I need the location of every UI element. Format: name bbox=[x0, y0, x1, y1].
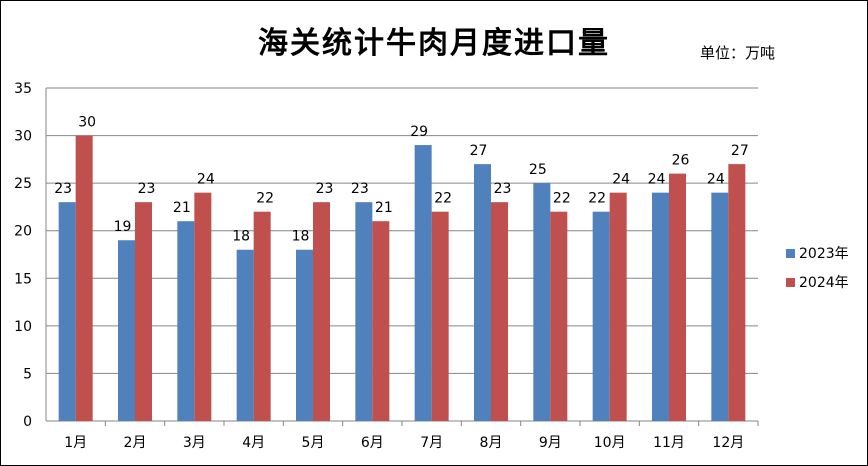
y-tick-label-30: 30 bbox=[14, 129, 32, 145]
data-label-2024年-10月: 24 bbox=[612, 172, 630, 188]
x-tick-label-11: 12月 bbox=[712, 435, 744, 451]
data-label-2024年-7月: 22 bbox=[434, 191, 452, 207]
y-tick-label-10: 10 bbox=[14, 319, 32, 335]
data-label-2023年-6月: 23 bbox=[351, 181, 369, 197]
bar-2024年-5月 bbox=[313, 202, 330, 421]
bar-2024年-10月 bbox=[609, 192, 627, 421]
x-tick-label-3: 4月 bbox=[242, 435, 265, 451]
y-tick-label-20: 20 bbox=[14, 224, 32, 240]
y-tick-label-0: 0 bbox=[23, 414, 32, 430]
data-label-2023年-9月: 25 bbox=[529, 162, 547, 178]
bar-2023年-2月 bbox=[118, 240, 135, 421]
x-tick-label-7: 8月 bbox=[480, 435, 503, 451]
bar-2024年-8月 bbox=[491, 202, 508, 421]
legend-label-2024: 2024年 bbox=[799, 275, 849, 291]
data-label-2023年-1月: 23 bbox=[54, 181, 72, 197]
bar-2023年-1月 bbox=[58, 202, 76, 421]
x-tick-label-2: 3月 bbox=[183, 435, 206, 451]
legend-item-2023: 2023年 bbox=[786, 243, 849, 263]
bar-2023年-11月 bbox=[652, 192, 669, 421]
x-tick-label-1: 2月 bbox=[124, 435, 147, 451]
bar-2024年-1月 bbox=[75, 135, 93, 422]
y-tick-label-25: 25 bbox=[14, 176, 32, 192]
data-label-2023年-12月: 24 bbox=[707, 172, 725, 188]
data-label-2023年-2月: 19 bbox=[114, 219, 132, 235]
bar-2024年-12月 bbox=[728, 164, 746, 421]
data-label-2024年-11月: 26 bbox=[672, 153, 690, 169]
x-tick-label-9: 10月 bbox=[594, 435, 626, 451]
y-tick-label-5: 5 bbox=[23, 366, 32, 382]
x-tick-label-4: 5月 bbox=[302, 435, 325, 451]
bar-2023年-10月 bbox=[592, 211, 610, 421]
bar-2023年-9月 bbox=[533, 183, 551, 421]
y-tick-label-35: 35 bbox=[14, 81, 32, 97]
chart-title: 海关统计牛肉月度进口量 bbox=[258, 26, 610, 61]
data-label-2024年-12月: 27 bbox=[731, 143, 749, 159]
bar-2024年-4月 bbox=[253, 211, 271, 421]
bar-2023年-3月 bbox=[177, 221, 195, 421]
bar-2023年-12月 bbox=[711, 192, 729, 421]
bar-2024年-3月 bbox=[194, 192, 212, 421]
bar-2024年-9月 bbox=[550, 211, 568, 421]
data-label-2023年-5月: 18 bbox=[292, 229, 310, 245]
bar-2024年-11月 bbox=[669, 173, 686, 421]
data-label-2023年-4月: 18 bbox=[232, 229, 250, 245]
data-label-2024年-2月: 23 bbox=[138, 181, 156, 197]
legend-swatch-2024 bbox=[786, 277, 795, 287]
data-label-2023年-10月: 22 bbox=[588, 191, 606, 207]
bar-2024年-7月 bbox=[431, 211, 449, 421]
bar-2023年-6月 bbox=[355, 202, 373, 421]
x-tick-label-6: 7月 bbox=[420, 435, 443, 451]
data-label-2023年-3月: 21 bbox=[173, 200, 191, 216]
x-tick-label-0: 1月 bbox=[64, 435, 87, 451]
x-tick-label-10: 11月 bbox=[653, 435, 685, 451]
x-tick-label-8: 9月 bbox=[539, 435, 562, 451]
legend-swatch-2023 bbox=[786, 248, 795, 258]
bar-2024年-6月 bbox=[372, 221, 390, 421]
x-tick-label-5: 6月 bbox=[361, 435, 384, 451]
data-label-2024年-4月: 22 bbox=[256, 191, 274, 207]
bar-2023年-7月 bbox=[414, 145, 432, 422]
data-label-2024年-5月: 23 bbox=[316, 181, 334, 197]
data-label-2023年-7月: 29 bbox=[410, 124, 428, 140]
data-label-2024年-9月: 22 bbox=[553, 191, 571, 207]
unit-label: 单位：万吨 bbox=[700, 44, 776, 62]
bar-2024年-2月 bbox=[135, 202, 152, 421]
data-label-2023年-11月: 24 bbox=[648, 172, 666, 188]
data-label-2024年-1月: 30 bbox=[78, 115, 96, 131]
legend-label-2023: 2023年 bbox=[799, 246, 849, 262]
data-label-2024年-8月: 23 bbox=[494, 181, 512, 197]
legend-item-2024: 2024年 bbox=[786, 272, 849, 292]
data-label-2024年-3月: 24 bbox=[197, 172, 215, 188]
bar-2023年-5月 bbox=[296, 249, 313, 421]
data-label-2023年-8月: 27 bbox=[470, 143, 488, 159]
y-tick-label-15: 15 bbox=[14, 271, 32, 287]
data-label-2024年-6月: 21 bbox=[375, 200, 393, 216]
bar-2023年-8月 bbox=[474, 164, 491, 421]
bar-2023年-4月 bbox=[236, 249, 254, 421]
